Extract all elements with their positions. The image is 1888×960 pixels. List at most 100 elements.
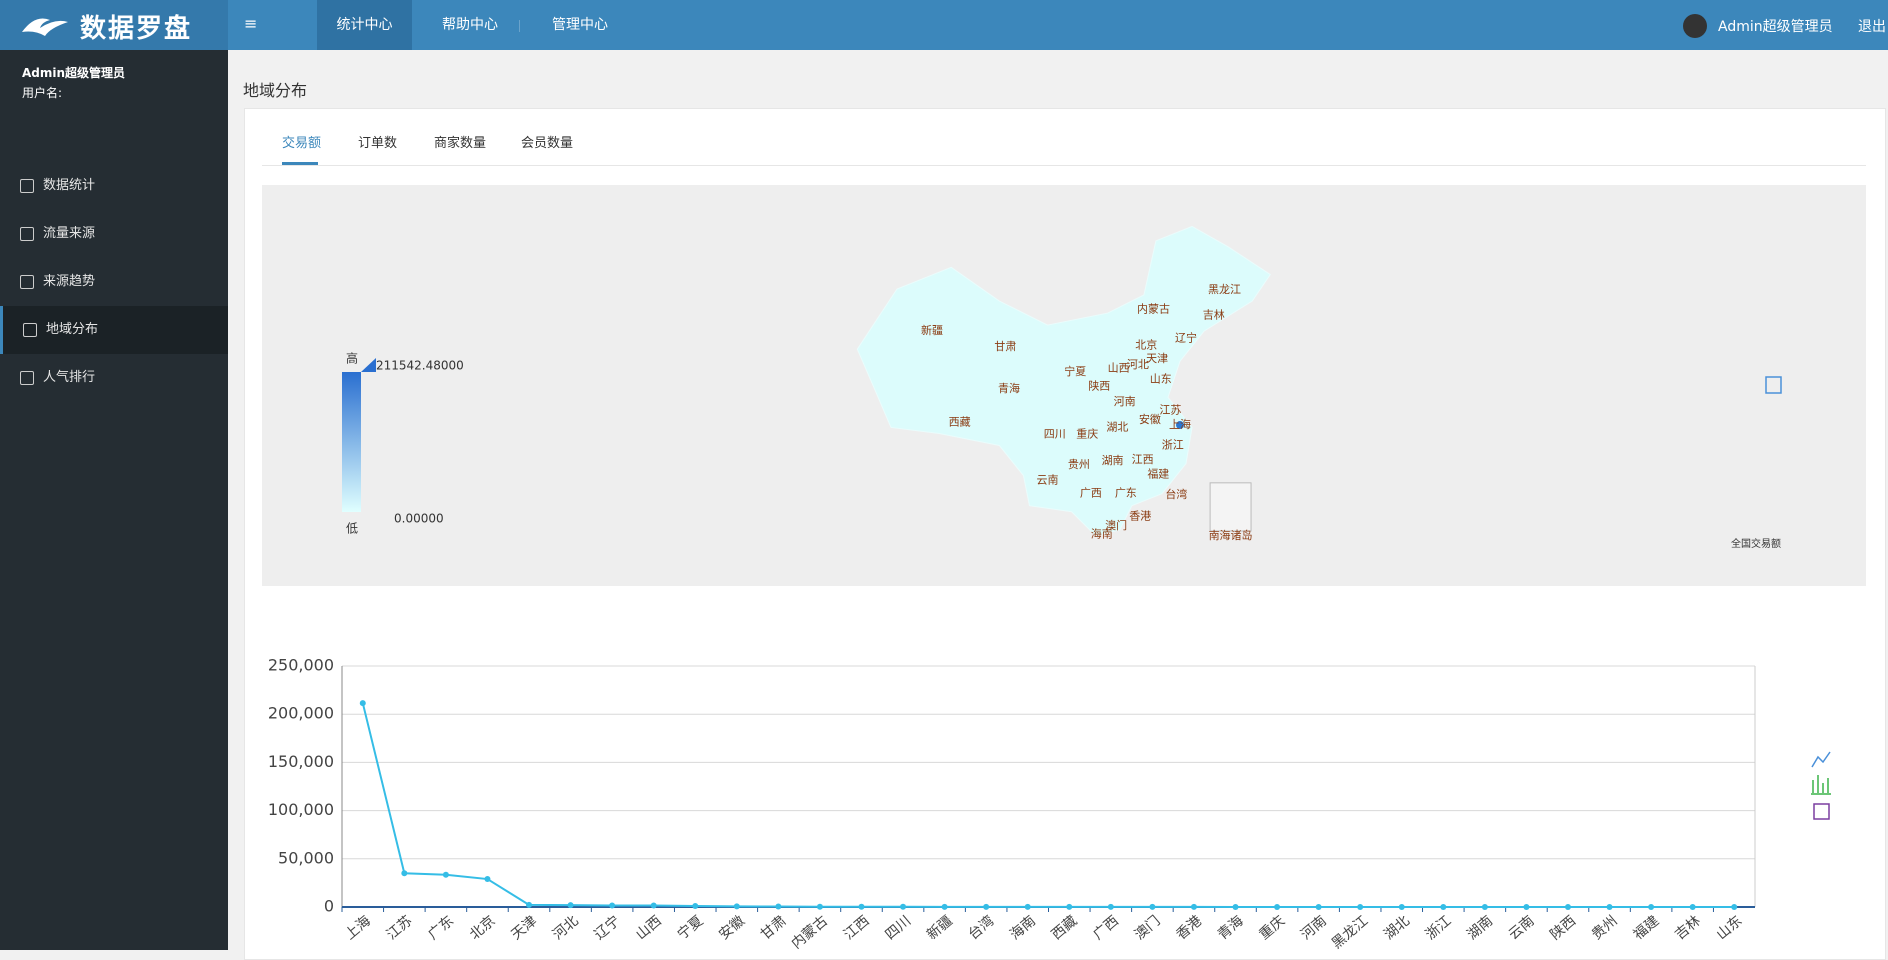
point[interactable] bbox=[1731, 903, 1738, 910]
tab[interactable]: 订单数 bbox=[358, 136, 398, 151]
province-label[interactable]: 河南 bbox=[1114, 395, 1136, 408]
visual-map-handle[interactable] bbox=[361, 358, 376, 372]
save-icon[interactable] bbox=[1765, 376, 1782, 394]
point[interactable] bbox=[567, 902, 574, 909]
tab[interactable]: 商家数量 bbox=[434, 136, 487, 151]
point[interactable] bbox=[900, 903, 907, 910]
point[interactable] bbox=[816, 903, 823, 910]
province-label[interactable]: 贵州 bbox=[1068, 458, 1090, 471]
province-label[interactable]: 台湾 bbox=[1165, 487, 1187, 501]
toolbox-bar-icon[interactable] bbox=[1811, 775, 1831, 795]
point[interactable] bbox=[1066, 903, 1073, 910]
province-label[interactable]: 江西 bbox=[1132, 453, 1154, 466]
province-highlight bbox=[1176, 421, 1184, 430]
nav-item[interactable]: 管理中心 bbox=[552, 17, 608, 33]
province-label[interactable]: 天津 bbox=[1146, 352, 1168, 365]
nav-item[interactable]: 统计中心 bbox=[317, 0, 412, 50]
province-label[interactable]: 陕西 bbox=[1088, 379, 1110, 393]
province-label[interactable]: 甘肃 bbox=[994, 340, 1016, 353]
point[interactable] bbox=[858, 903, 865, 910]
province-label[interactable]: 广西 bbox=[1080, 487, 1102, 500]
point[interactable] bbox=[1315, 903, 1322, 910]
point[interactable] bbox=[941, 903, 948, 910]
point[interactable] bbox=[1440, 903, 1447, 910]
province-label[interactable]: 黑龙江 bbox=[1208, 283, 1241, 296]
province-label[interactable]: 山东 bbox=[1150, 372, 1172, 385]
province-label[interactable]: 上海 bbox=[1169, 417, 1191, 431]
point[interactable] bbox=[775, 903, 782, 910]
point[interactable] bbox=[1606, 903, 1613, 910]
menu-item[interactable]: 数据统计 bbox=[0, 162, 228, 210]
province-label[interactable]: 宁夏 bbox=[1064, 364, 1086, 378]
province-label[interactable]: 山西 bbox=[1108, 361, 1130, 374]
menu-toggle[interactable]: ≡ bbox=[244, 14, 258, 33]
point[interactable] bbox=[1398, 903, 1405, 910]
province-label[interactable]: 内蒙古 bbox=[1137, 301, 1170, 315]
toolbox-line-icon[interactable] bbox=[1811, 751, 1831, 768]
province-label[interactable]: 澳门 bbox=[1105, 518, 1127, 532]
tab[interactable]: 交易额 bbox=[282, 136, 322, 151]
menu-item[interactable]: 流量来源 bbox=[0, 210, 228, 258]
province-label[interactable]: 湖南 bbox=[1102, 454, 1124, 467]
point[interactable] bbox=[1274, 903, 1281, 910]
visual-map-bar[interactable] bbox=[342, 372, 361, 512]
x-tick-label: 山西 bbox=[633, 913, 665, 943]
menu-label[interactable]: 人气排行 bbox=[43, 370, 96, 385]
menu-label[interactable]: 来源趋势 bbox=[43, 274, 96, 289]
province-label[interactable]: 海南 bbox=[1091, 527, 1113, 541]
point[interactable] bbox=[1564, 903, 1571, 910]
point[interactable] bbox=[609, 902, 616, 909]
menu-item[interactable]: 人气排行 bbox=[0, 354, 228, 402]
islands-label: 南海诸岛 bbox=[1209, 528, 1253, 542]
tab[interactable]: 会员数量 bbox=[521, 136, 574, 151]
province-label[interactable]: 湖北 bbox=[1106, 420, 1128, 433]
point[interactable] bbox=[359, 700, 366, 707]
menu-label[interactable]: 流量来源 bbox=[43, 226, 96, 241]
point[interactable] bbox=[1232, 903, 1239, 910]
toolbox-save-icon[interactable] bbox=[1813, 803, 1830, 820]
province-label[interactable]: 重庆 bbox=[1076, 427, 1098, 441]
point[interactable] bbox=[1648, 903, 1655, 910]
province-label[interactable]: 河北 bbox=[1127, 358, 1149, 371]
point[interactable] bbox=[1357, 903, 1364, 910]
province-label[interactable]: 青海 bbox=[998, 381, 1020, 395]
province-label[interactable]: 四川 bbox=[1044, 428, 1066, 441]
province-label[interactable]: 浙江 bbox=[1162, 439, 1184, 452]
point[interactable] bbox=[1149, 903, 1156, 910]
user-name[interactable]: Admin超级管理员 bbox=[1718, 19, 1833, 35]
point[interactable] bbox=[401, 870, 408, 877]
point[interactable] bbox=[1481, 903, 1488, 910]
menu-label[interactable]: 数据统计 bbox=[43, 178, 96, 193]
menu-item[interactable]: 来源趋势 bbox=[0, 258, 228, 306]
logout[interactable]: 退出 bbox=[1858, 19, 1886, 35]
menu-label[interactable]: 地域分布 bbox=[46, 322, 99, 337]
province-label[interactable]: 吉林 bbox=[1203, 307, 1225, 321]
province-label[interactable]: 辽宁 bbox=[1175, 330, 1197, 344]
point[interactable] bbox=[442, 871, 449, 878]
province-label[interactable]: 安徽 bbox=[1139, 412, 1161, 426]
point[interactable] bbox=[1689, 903, 1696, 910]
point[interactable] bbox=[650, 902, 657, 909]
province-label[interactable]: 香港 bbox=[1129, 510, 1151, 523]
province-label[interactable]: 江苏 bbox=[1159, 404, 1181, 417]
province-label[interactable]: 云南 bbox=[1037, 473, 1059, 486]
point[interactable] bbox=[1190, 903, 1197, 910]
province-label[interactable]: 福建 bbox=[1147, 466, 1169, 480]
province-label[interactable]: 广东 bbox=[1115, 487, 1137, 500]
point[interactable] bbox=[526, 901, 533, 908]
province-label[interactable]: 新疆 bbox=[921, 323, 943, 337]
point[interactable] bbox=[1107, 903, 1114, 910]
province-label[interactable]: 西藏 bbox=[949, 416, 971, 429]
avatar[interactable] bbox=[1683, 14, 1707, 38]
menu-icon bbox=[20, 179, 34, 193]
menu-item[interactable]: 地域分布 bbox=[0, 306, 228, 354]
point[interactable] bbox=[983, 903, 990, 910]
point[interactable] bbox=[692, 903, 699, 910]
nav-item[interactable]: 帮助中心 bbox=[442, 17, 498, 33]
point[interactable] bbox=[1523, 903, 1530, 910]
point[interactable] bbox=[484, 876, 491, 883]
province-label[interactable]: 北京 bbox=[1135, 338, 1157, 352]
point[interactable] bbox=[733, 903, 740, 910]
point[interactable] bbox=[1024, 903, 1031, 910]
